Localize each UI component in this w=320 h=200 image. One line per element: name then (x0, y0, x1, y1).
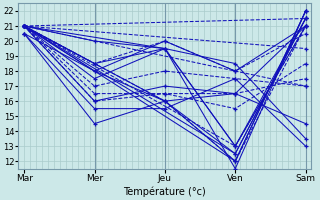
X-axis label: Température (°c): Température (°c) (124, 186, 206, 197)
